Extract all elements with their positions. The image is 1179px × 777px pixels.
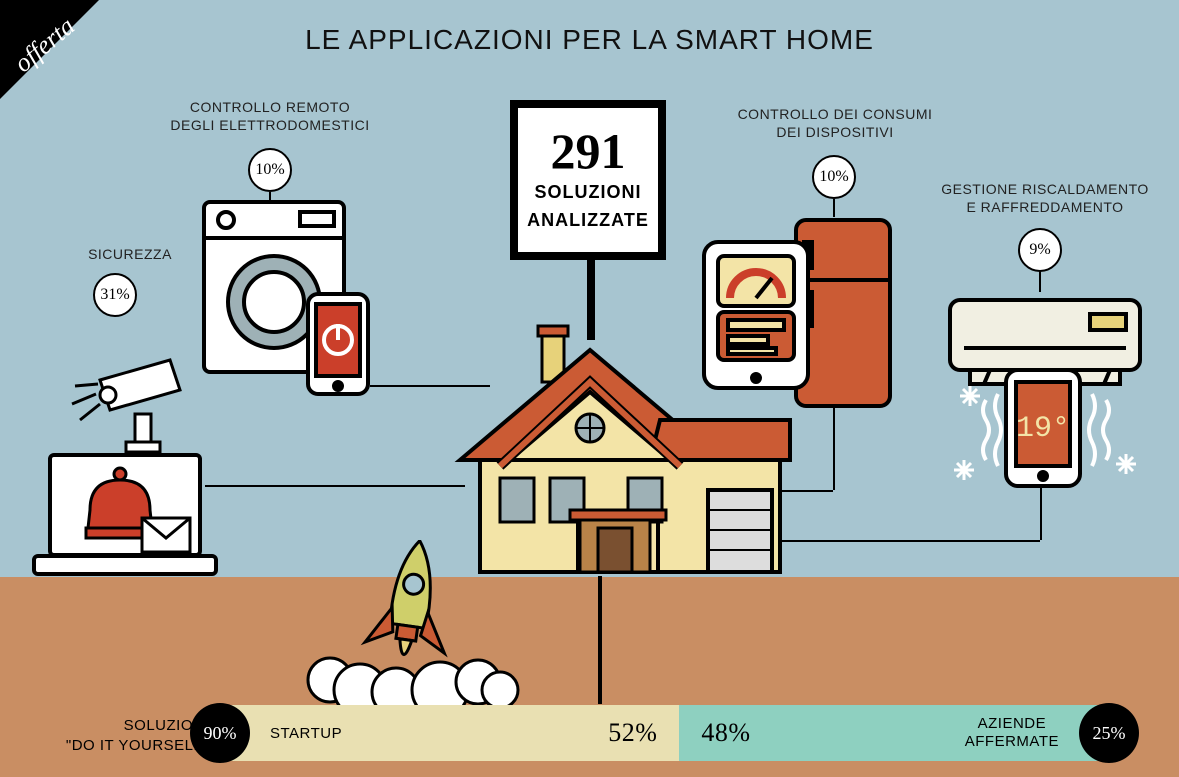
callout-box: 291 SOLUZIONI ANALIZZATE: [510, 100, 666, 260]
label-controllo-remoto: CONTROLLO REMOTO DEGLI ELETTRODOMESTICI: [160, 98, 380, 134]
circle-right: 25%: [1079, 703, 1139, 763]
label-line: E RAFFREDDAMENTO: [966, 199, 1123, 215]
label-line: DEI DISPOSITIVI: [776, 124, 893, 140]
hvac-icon: 19°: [940, 290, 1150, 490]
diy-label-left: SOLUZIONI "DO IT YOURSELF": [66, 716, 209, 755]
bottom-bars: 90% STARTUP 52% 48% AZIENDE AFFERMATE 25…: [210, 699, 1119, 767]
bubble-sicurezza: 31%: [93, 273, 137, 317]
connector: [833, 408, 835, 490]
label-line: AZIENDE: [978, 715, 1047, 732]
bar-startup-label: STARTUP: [270, 725, 342, 742]
connector: [205, 485, 465, 487]
connector: [833, 199, 835, 217]
connector: [770, 540, 1040, 542]
diy-line: "DO IT YOURSELF": [66, 737, 209, 754]
label-line: CONTROLLO DEI CONSUMI: [738, 106, 933, 122]
connector: [598, 576, 602, 704]
label-line: CONTROLLO REMOTO: [190, 99, 350, 115]
bar-aziende-percent: 48%: [701, 718, 750, 748]
security-icon: [30, 350, 220, 580]
thermostat-value: 19°: [1016, 412, 1070, 446]
bubble-controllo-consumi: 10%: [812, 155, 856, 199]
label-line: DEGLI ELETTRODOMESTICI: [170, 117, 369, 133]
label-sicurezza: SICUREZZA: [80, 245, 180, 263]
rocket-icon: [300, 540, 520, 705]
label-controllo-consumi: CONTROLLO DEI CONSUMI DEI DISPOSITIVI: [735, 105, 935, 141]
callout-sub2: ANALIZZATE: [518, 210, 658, 232]
page-title: LE APPLICAZIONI PER LA SMART HOME: [0, 24, 1179, 56]
bar-aziende: 48% AZIENDE AFFERMATE: [679, 705, 1099, 761]
bar-startup-percent: 52%: [608, 718, 657, 748]
callout-number: 291: [518, 126, 658, 176]
label-riscaldamento: GESTIONE RISCALDAMENTO E RAFFREDDAMENTO: [940, 180, 1150, 216]
bar-aziende-label: AZIENDE AFFERMATE: [965, 715, 1059, 751]
consumption-icon: [700, 216, 900, 411]
infographic-canvas: offerta LE APPLICAZIONI PER LA SMART HOM…: [0, 0, 1179, 777]
label-line: AFFERMATE: [965, 733, 1059, 750]
bar-startup: STARTUP 52%: [230, 705, 679, 761]
bubble-controllo-remoto: 10%: [248, 148, 292, 192]
appliance-icon: [200, 198, 380, 398]
bubble-riscaldamento: 9%: [1018, 228, 1062, 272]
connector: [1039, 270, 1041, 292]
circle-left: 90%: [190, 703, 250, 763]
label-line: GESTIONE RISCALDAMENTO: [941, 181, 1149, 197]
callout-sub1: SOLUZIONI: [518, 182, 658, 204]
